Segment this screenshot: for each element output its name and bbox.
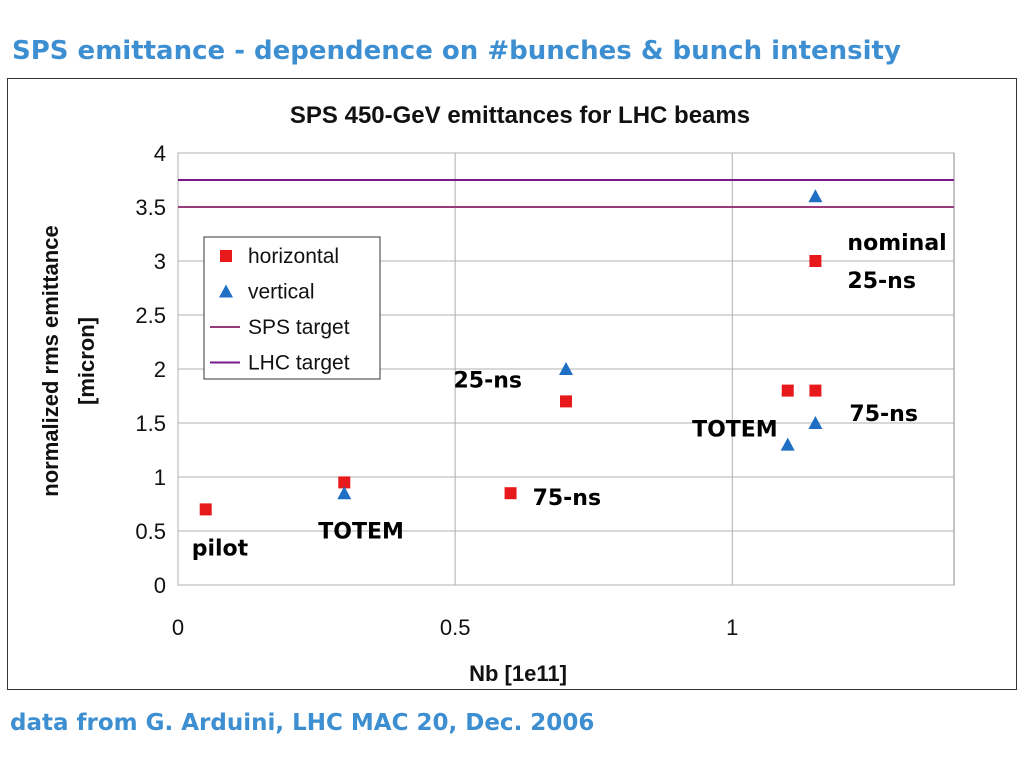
y-tick-label: 0.5	[135, 519, 166, 544]
source-note: data from G. Arduini, LHC MAC 20, Dec. 2…	[10, 710, 595, 736]
annotation-label: 25-ns	[453, 368, 522, 393]
legend-box	[203, 236, 381, 380]
annotation-label: pilot	[192, 536, 249, 561]
vertical-point	[808, 416, 823, 429]
horizontal-point	[781, 384, 794, 397]
slide-title: SPS emittance - dependence on #bunches &…	[12, 36, 901, 66]
y-tick-label: 3.5	[135, 195, 166, 220]
y-tick-label: 1	[154, 465, 166, 490]
y-tick-label: 1.5	[135, 411, 166, 436]
x-tick-label: 0.5	[440, 615, 471, 640]
y-axis-label: normalized rms emittance [micron]	[38, 225, 99, 496]
annotation-label: 75-ns	[849, 402, 918, 427]
y-tick-label: 0	[154, 573, 166, 598]
annotation-label: TOTEM	[692, 418, 778, 443]
vertical-point	[808, 189, 823, 203]
y-tick-label: 2	[154, 357, 166, 382]
annotation-label: 25-ns	[847, 269, 916, 294]
vertical-point	[559, 362, 573, 375]
horizontal-point	[504, 487, 517, 500]
annotation-label: TOTEM	[318, 519, 404, 544]
y-tick-label: 2.5	[135, 303, 166, 328]
legend-label: vertical	[248, 281, 315, 304]
horizontal-point	[809, 255, 822, 267]
x-tick-label: 1	[726, 615, 738, 640]
legend-vertical-marker	[219, 284, 233, 298]
horizontal-point	[199, 503, 212, 516]
vertical-point	[780, 437, 795, 451]
legend-label: LHC target	[248, 352, 350, 375]
legend-horizontal-marker	[220, 250, 232, 262]
annotation-label: 75-ns	[533, 486, 602, 511]
x-axis-label: Nb [1e11]	[469, 661, 567, 686]
chart-title: SPS 450-GeV emittances for LHC beams	[290, 102, 750, 129]
annotation-label: nominal	[847, 231, 946, 256]
y-tick-label: 4	[154, 141, 166, 166]
legend-label: SPS target	[248, 316, 350, 339]
chart-frame: SPS 450-GeV emittances for LHC beams 0 0.5…	[7, 78, 1017, 690]
legend-label: horizontal	[248, 245, 339, 268]
horizontal-point	[809, 384, 822, 397]
horizontal-point	[338, 476, 351, 489]
horizontal-point	[560, 395, 572, 408]
vertical-point	[337, 486, 352, 500]
y-tick-label: 3	[154, 249, 166, 274]
x-tick-label: 0	[172, 615, 184, 640]
emittance-chart: SPS 450-GeV emittances for LHC beams 0 0.5…	[38, 102, 955, 686]
